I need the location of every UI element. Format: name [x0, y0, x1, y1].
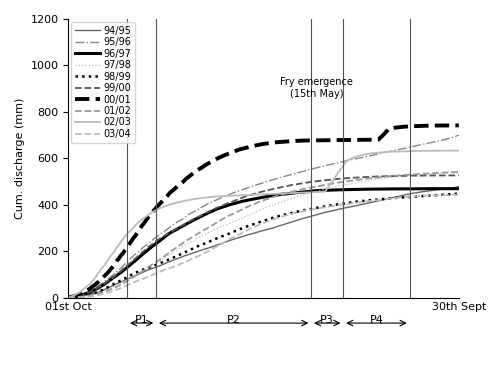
Text: P1: P1	[135, 315, 148, 325]
Y-axis label: Cum. discharge (mm): Cum. discharge (mm)	[15, 98, 25, 219]
Text: P4: P4	[370, 315, 383, 325]
Text: P2: P2	[227, 315, 240, 325]
Text: Fry emergence
(15th May): Fry emergence (15th May)	[280, 77, 353, 98]
Legend: 94/95, 95/96, 96/97, 97/98, 98/99, 99/00, 00/01, 01/02, 02/03, 03/04: 94/95, 95/96, 96/97, 97/98, 98/99, 99/00…	[71, 22, 135, 143]
Text: P3: P3	[320, 315, 334, 325]
